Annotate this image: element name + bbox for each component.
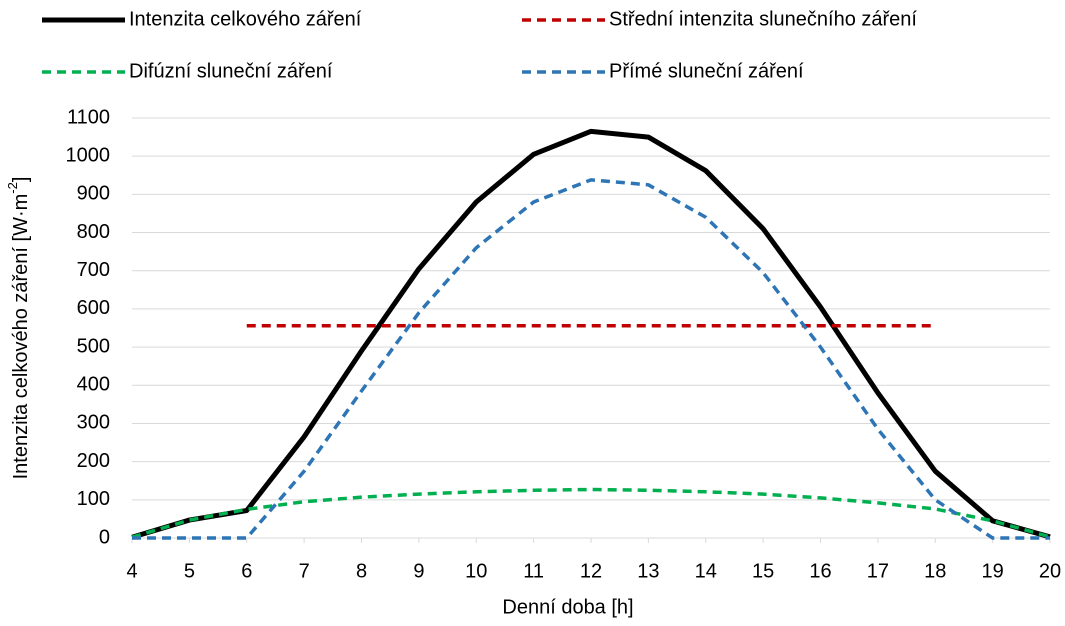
- legend-label: Intenzita celkového záření: [129, 8, 362, 30]
- y-label-sup: -2: [5, 182, 20, 194]
- legend-label: Difúzní sluneční záření: [129, 60, 333, 82]
- x-tick-label: 6: [241, 560, 252, 582]
- x-axis-label: Denní doba [h]: [502, 596, 633, 618]
- legend-label: Přímé sluneční záření: [609, 60, 804, 82]
- x-tick-label: 12: [580, 560, 602, 582]
- x-tick-label: 15: [752, 560, 774, 582]
- x-tick-label: 14: [695, 560, 717, 582]
- y-tick-label: 400: [77, 374, 110, 396]
- x-tick-label: 11: [523, 560, 544, 582]
- y-tick-label: 1000: [66, 144, 111, 166]
- y-tick-label: 900: [77, 183, 110, 205]
- series-line: [131, 487, 1051, 539]
- y-label-suffix: ]: [10, 177, 32, 183]
- x-tick-label: 8: [356, 560, 367, 582]
- y-tick-label: 100: [77, 488, 110, 510]
- x-tick-label: 4: [126, 560, 137, 582]
- x-tick-label: 18: [924, 560, 946, 582]
- y-tick-label: 700: [77, 259, 110, 281]
- y-tick-label: 500: [77, 335, 110, 357]
- y-tick-label: 0: [99, 526, 110, 548]
- y-label-text: Intenzita celkového záření [W·m: [10, 194, 32, 480]
- x-tick-label: 9: [413, 560, 424, 582]
- legend-label: Střední intenzita slunečního záření: [609, 8, 917, 30]
- y-tick-label: 200: [77, 450, 110, 472]
- y-axis-label: Intenzita celkového záření [W·m-2]: [5, 177, 32, 480]
- y-tick-label: 300: [77, 412, 110, 434]
- x-tick-label: 20: [1039, 560, 1061, 582]
- y-tick-label: 600: [77, 297, 110, 319]
- x-tick-label: 5: [184, 560, 195, 582]
- y-tick-label: 1100: [67, 106, 110, 128]
- series-line: [132, 178, 1050, 540]
- x-tick-label: 19: [982, 560, 1004, 582]
- x-tick-label: 16: [809, 560, 831, 582]
- x-tick-label: 10: [465, 560, 487, 582]
- x-tick-label: 7: [299, 560, 310, 582]
- y-tick-label: 800: [77, 221, 110, 243]
- x-tick-label: 17: [867, 560, 889, 582]
- series-line: [131, 128, 1051, 540]
- x-tick-label: 13: [637, 560, 659, 582]
